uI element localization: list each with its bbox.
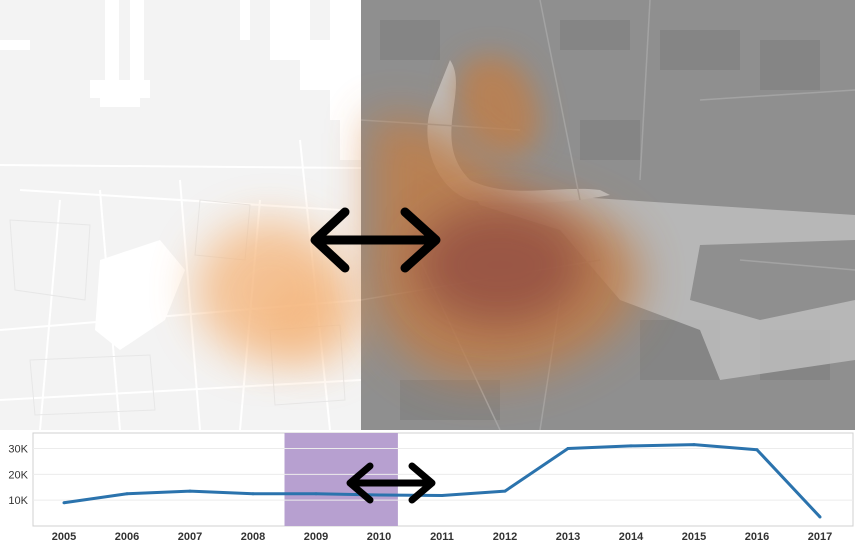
y-tick-label: 30K: [8, 444, 28, 456]
x-tick-label: 2011: [430, 531, 454, 543]
data-point[interactable]: [755, 448, 759, 452]
x-tick-label: 2007: [178, 531, 202, 543]
dark-tint: [361, 0, 855, 430]
grid-lines: [33, 448, 853, 501]
x-tick-label: 2008: [241, 531, 265, 543]
data-point[interactable]: [251, 492, 255, 496]
basemap-light: [0, 0, 361, 430]
x-tick-label: 2015: [682, 531, 706, 543]
heat-blob-core: [415, 205, 585, 325]
data-point[interactable]: [314, 492, 318, 496]
data-point[interactable]: [377, 493, 381, 497]
harbour-dark: [470, 190, 855, 380]
heat-blob-west-2: [260, 275, 360, 365]
x-axis: 2005 2006 2007 2008 2009 2010 2011 2012 2013 2014…: [52, 531, 832, 543]
heat-blob-north: [457, 55, 540, 156]
river-dark: [427, 60, 610, 204]
x-tick-label: 2013: [556, 531, 580, 543]
data-point[interactable]: [566, 447, 570, 450]
x-tick-label: 2005: [52, 531, 76, 543]
x-tick-label: 2016: [745, 531, 769, 543]
map-canvas[interactable]: [0, 0, 855, 430]
data-point[interactable]: [503, 489, 507, 493]
water-light: [0, 0, 361, 350]
x-tick-label: 2012: [493, 531, 517, 543]
data-point[interactable]: [692, 443, 696, 447]
y-tick-label: 20K: [8, 469, 28, 481]
double-arrow-icon[interactable]: [310, 207, 441, 273]
data-point[interactable]: [62, 501, 66, 505]
y-tick-label: 10K: [8, 495, 28, 507]
timeline-chart[interactable]: 10K 20K 30K 2005 2006 2007 2008 2009 2010 2011 20…: [0, 430, 855, 549]
basemap-dark: [361, 0, 855, 430]
x-tick-label: 2010: [367, 531, 391, 543]
heatmap-layer: [195, 55, 640, 380]
data-point[interactable]: [188, 489, 192, 493]
data-point[interactable]: [818, 515, 822, 519]
x-tick-label: 2009: [304, 531, 328, 543]
y-axis: 10K 20K 30K: [8, 444, 28, 508]
data-point[interactable]: [125, 492, 129, 496]
light-tint: [0, 0, 361, 430]
x-tick-label: 2014: [619, 531, 644, 543]
data-point[interactable]: [629, 444, 633, 448]
double-arrow-icon[interactable]: [346, 462, 436, 504]
blocks-dark: [380, 20, 830, 420]
x-tick-label: 2006: [115, 531, 139, 543]
x-tick-label: 2017: [808, 531, 832, 543]
map-view[interactable]: [0, 0, 855, 430]
data-point[interactable]: [440, 494, 444, 498]
